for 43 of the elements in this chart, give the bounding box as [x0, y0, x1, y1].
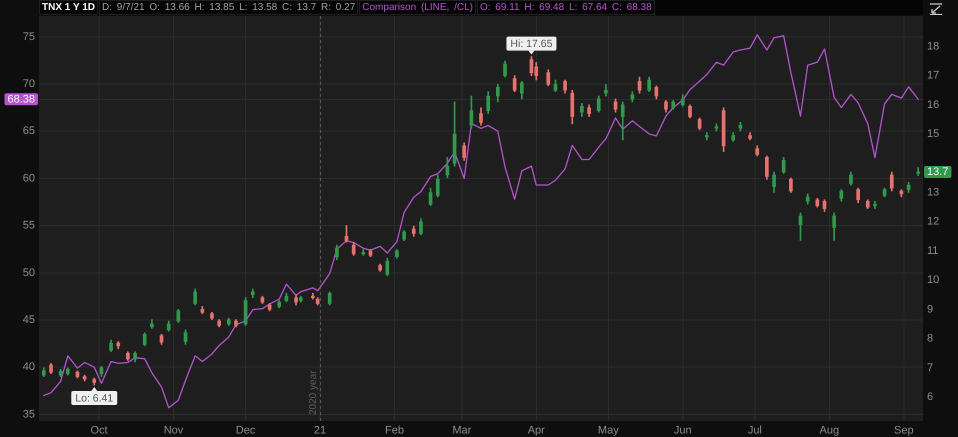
text: Lo: 6.41	[75, 392, 114, 404]
x-tick-label: Jun	[674, 424, 692, 437]
x-tick-label: Oct	[90, 424, 108, 437]
x-tick-label: 21	[314, 424, 326, 437]
y-tick-label: 55	[22, 220, 35, 232]
y-tick-label: 60	[22, 172, 35, 184]
text: O: 69.11 H: 69.48 L: 67.64 C: 68.38	[476, 0, 655, 15]
x-tick-label: Mar	[452, 424, 472, 437]
y2-tick-label: 8	[927, 332, 934, 345]
x-tick-label: Dec	[236, 424, 256, 437]
x-tick-label: Aug	[820, 424, 840, 437]
y2-tick-label: 6	[927, 391, 934, 404]
y2-tick-label: 13	[927, 186, 940, 199]
chart-subtitle: D: 9/7/21 O: 13.66 H: 13.85 L: 13.58 C: 13.7 R: 0.27	[99, 0, 358, 15]
y2-tick-label: 16	[927, 98, 940, 111]
y-tick-label: 50	[22, 266, 35, 279]
x-tick-label: Feb	[385, 424, 404, 437]
y-tick-label: 70	[22, 78, 35, 90]
y-tick-label: 75	[22, 30, 35, 43]
y-tick-label: 45	[22, 314, 35, 326]
candlestick	[873, 200, 877, 209]
x-tick-label: Sep	[894, 424, 914, 437]
y2-tick-label: 10	[927, 274, 940, 286]
chart-title: TNX 1 Y 1D	[39, 0, 98, 15]
ref-line-label: 2020 year	[308, 370, 319, 415]
y2-tick-label: 7	[927, 362, 934, 374]
y-tick-label: 35	[22, 408, 35, 420]
x-tick-label: Jul	[748, 424, 762, 437]
y2-tick-label: 9	[927, 303, 934, 316]
text: Comparison (LINE, /CL)	[359, 0, 476, 15]
y-tick-label: 65	[22, 125, 35, 138]
text: Hi: 17.65	[510, 38, 552, 50]
y2-tick-label: 11	[927, 244, 938, 257]
y2-tick-label: 15	[927, 128, 940, 140]
y-tick-label: 40	[22, 361, 35, 374]
x-tick-label: Nov	[164, 424, 184, 437]
y2-tick-label: 13.7	[927, 166, 948, 178]
y2-tick-label: 12	[927, 216, 940, 228]
y2-tick-label: 17	[927, 70, 940, 82]
y2-tick-label: 18	[927, 40, 940, 52]
x-tick-label: Apr	[528, 424, 546, 437]
y-tick-label: 68.38	[7, 93, 35, 106]
x-tick-label: May	[598, 424, 620, 437]
